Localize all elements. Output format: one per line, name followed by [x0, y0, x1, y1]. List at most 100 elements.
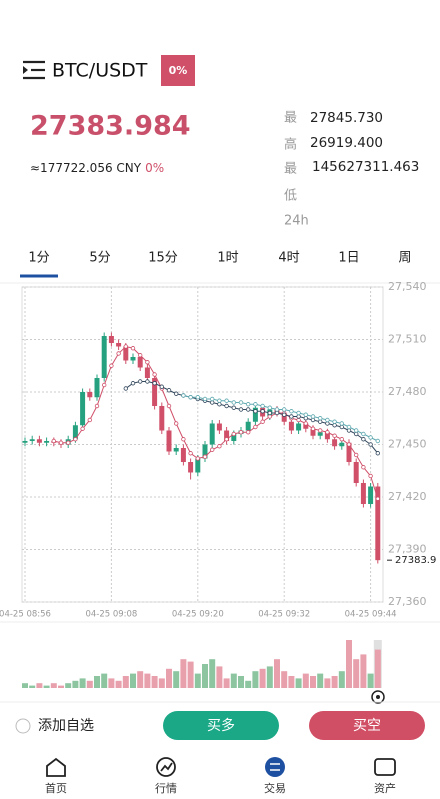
cny-price: ≈177722.056 CNY 0% — [30, 161, 164, 175]
moving-average-point — [267, 414, 272, 419]
moving-average-point — [289, 414, 294, 419]
volume-bar — [245, 680, 252, 688]
interval-tab[interactable]: 1日 — [338, 251, 359, 266]
moving-average-point — [375, 451, 380, 456]
moving-average-point — [267, 405, 272, 410]
crosshair-dot — [376, 695, 380, 699]
volume-bar — [331, 676, 338, 688]
stat-label: 低 — [284, 189, 297, 204]
sell-label[interactable]: 买空 — [353, 718, 381, 734]
moving-average-point — [260, 419, 265, 424]
volume-bar — [108, 678, 115, 688]
moving-average-point — [310, 414, 316, 419]
volume-bar — [58, 685, 64, 688]
cny: ≈177722.056 CNY — [30, 161, 142, 175]
interval-tab[interactable]: 5分 — [89, 251, 110, 266]
moving-average-point — [238, 430, 244, 435]
candle-body — [123, 346, 129, 361]
moving-average-point — [231, 431, 236, 437]
x-tick-label: 04-25 09:08 — [85, 610, 137, 620]
moving-average-point — [260, 403, 265, 409]
watch-label[interactable]: 添加自选 — [38, 718, 94, 734]
volume-bar — [79, 678, 86, 688]
volume-bar — [166, 668, 172, 688]
moving-average-point — [137, 379, 143, 384]
moving-average-point — [123, 386, 128, 391]
interval-tab[interactable]: 1时 — [217, 251, 238, 266]
moving-average-point — [332, 433, 337, 438]
moving-average-point — [375, 496, 380, 501]
moving-average-point — [152, 372, 157, 377]
nav-label[interactable]: 行情 — [155, 782, 177, 795]
crosshair-icon — [371, 690, 385, 704]
moving-average-point — [173, 421, 179, 426]
moving-average-point — [217, 444, 222, 449]
candle-body — [332, 439, 338, 447]
moving-average-point — [361, 437, 366, 442]
pair-title: BTC/USDT — [52, 60, 148, 82]
menu-icon[interactable] — [23, 60, 45, 80]
moving-average-point — [325, 421, 330, 426]
trade-icon[interactable] — [265, 757, 285, 777]
moving-average-point — [181, 437, 186, 442]
moving-average-point — [325, 417, 330, 423]
sell-button[interactable] — [309, 711, 425, 740]
volume-bar — [360, 654, 367, 688]
volume-bar — [223, 678, 230, 688]
moving-average-point — [339, 424, 344, 430]
candle-body — [180, 448, 186, 462]
moving-average-point — [209, 447, 215, 452]
candle-body — [245, 421, 251, 431]
moving-average-point — [296, 417, 301, 423]
moving-average-point — [166, 388, 172, 393]
candle-body — [87, 392, 93, 398]
buy-label[interactable]: 买多 — [207, 717, 235, 734]
moving-average-point — [310, 426, 316, 431]
candle-body — [296, 423, 302, 431]
candle-body — [353, 462, 359, 483]
buy-button[interactable] — [163, 711, 279, 740]
moving-average-point — [282, 407, 287, 412]
volume-bar — [266, 666, 273, 688]
volume-bar — [288, 676, 295, 688]
interval-tab[interactable]: 15分 — [148, 251, 178, 266]
y-tick-label: 27,390 — [388, 543, 427, 556]
interval-tab[interactable]: 周 — [398, 251, 411, 266]
candle-body — [108, 336, 114, 343]
moving-average-point — [332, 419, 337, 424]
assets-icon[interactable] — [374, 758, 396, 776]
moving-average-point — [274, 410, 280, 416]
moving-average-line — [53, 345, 379, 499]
y-tick-label: 27,540 — [388, 280, 427, 293]
moving-average-point — [375, 438, 380, 444]
volume-bar — [230, 673, 237, 688]
candle-body — [317, 432, 323, 436]
home-icon[interactable] — [46, 757, 66, 777]
moving-average-point — [267, 410, 272, 416]
moving-average-point — [354, 428, 359, 433]
moving-average-point — [58, 440, 64, 445]
nav-label[interactable]: 首页 — [45, 781, 67, 795]
interval-tab[interactable]: 4时 — [278, 251, 299, 266]
candle-body — [152, 378, 158, 406]
market-icon[interactable] — [156, 757, 176, 777]
moving-average-point — [87, 417, 92, 423]
volume-bar — [151, 676, 158, 688]
candle-body — [281, 413, 287, 422]
candle-body — [29, 439, 35, 441]
candle-body — [166, 430, 172, 452]
candle-body — [360, 483, 366, 504]
moving-average-point — [296, 414, 301, 419]
candle-body — [339, 442, 345, 447]
interval-tab[interactable]: 1分 — [28, 251, 49, 266]
moving-average-point — [80, 426, 85, 431]
nav-label[interactable]: 交易 — [264, 781, 286, 795]
moving-average-point — [245, 407, 251, 412]
nav-label[interactable]: 资产 — [374, 781, 396, 795]
x-tick-label: 04-25 09:20 — [172, 610, 224, 620]
candle-body — [101, 336, 107, 378]
moving-average-point — [116, 351, 121, 356]
volume-bar — [281, 671, 288, 688]
watch-checkbox[interactable] — [15, 718, 31, 734]
volume-bar — [65, 683, 72, 688]
